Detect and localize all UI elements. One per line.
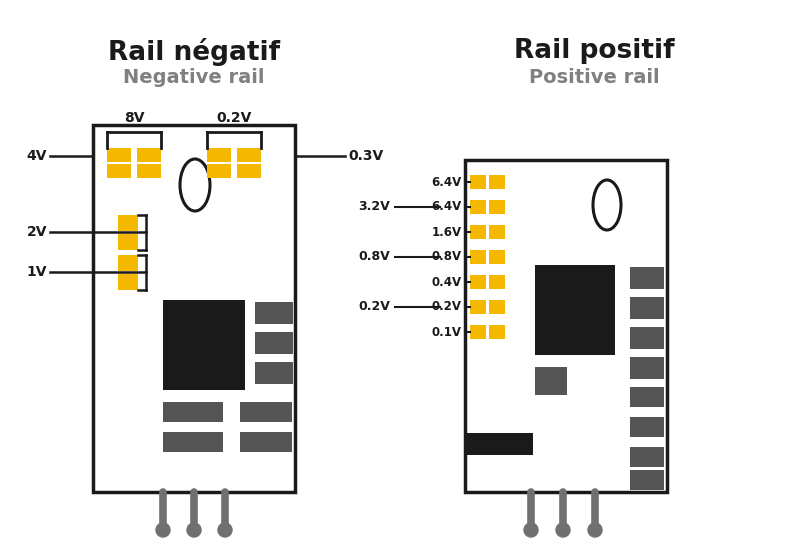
Bar [255,302,293,324]
Bar [465,433,533,455]
Bar [470,225,486,239]
Bar [107,164,131,178]
Bar [630,470,664,490]
Bar [470,250,486,264]
Circle shape [218,523,232,537]
Text: 8V: 8V [124,111,144,125]
Ellipse shape [593,180,621,230]
Bar [489,275,505,289]
Circle shape [524,523,538,537]
Bar [470,300,486,314]
Bar [163,402,223,422]
Text: 0.3V: 0.3V [348,149,383,163]
Bar [137,148,161,162]
Bar [207,148,231,162]
Text: 0.2V: 0.2V [432,300,462,313]
Bar [535,265,615,355]
Text: 0.2V: 0.2V [358,300,390,313]
Bar [237,164,261,178]
Bar [489,225,505,239]
Text: 1V: 1V [26,265,47,279]
Bar [489,175,505,189]
Bar [255,362,293,384]
Bar [535,367,567,395]
Bar [630,417,664,437]
Text: 0.8V: 0.8V [358,250,390,263]
Text: Rail positif: Rail positif [514,38,674,64]
Text: 0.8V: 0.8V [432,250,462,263]
Bar [163,432,223,452]
Bar [118,234,138,250]
Bar [630,447,664,467]
Bar [470,175,486,189]
Bar [465,160,667,492]
Bar [630,267,664,289]
Bar [237,148,261,162]
Text: 0.1V: 0.1V [432,326,462,338]
Circle shape [588,523,602,537]
Text: 6.4V: 6.4V [432,201,462,213]
Circle shape [156,523,170,537]
Bar [118,274,138,290]
Bar [118,215,138,231]
Bar [207,164,231,178]
Bar [107,148,131,162]
Bar [137,164,161,178]
Text: 6.4V: 6.4V [432,175,462,189]
Text: Positive rail: Positive rail [529,68,659,87]
Text: 0.2V: 0.2V [216,111,252,125]
Text: 4V: 4V [26,149,47,163]
Text: Rail négatif: Rail négatif [108,38,280,66]
Bar [93,125,295,492]
Text: 0.4V: 0.4V [432,276,462,289]
Bar [489,300,505,314]
Bar [470,275,486,289]
Bar [489,325,505,339]
Bar [489,200,505,214]
Bar [489,250,505,264]
Bar [630,387,664,407]
Text: 1.6V: 1.6V [432,226,462,239]
Bar [240,402,292,422]
Circle shape [187,523,201,537]
Text: 2V: 2V [26,225,47,239]
Bar [118,255,138,271]
Bar [630,297,664,319]
Ellipse shape [180,159,210,211]
Bar [470,200,486,214]
Bar [470,325,486,339]
Bar [240,432,292,452]
Text: 3.2V: 3.2V [358,201,390,213]
Bar [163,300,245,390]
Bar [255,332,293,354]
Text: Negative rail: Negative rail [123,68,265,87]
Bar [630,327,664,349]
Bar [630,357,664,379]
Circle shape [556,523,570,537]
